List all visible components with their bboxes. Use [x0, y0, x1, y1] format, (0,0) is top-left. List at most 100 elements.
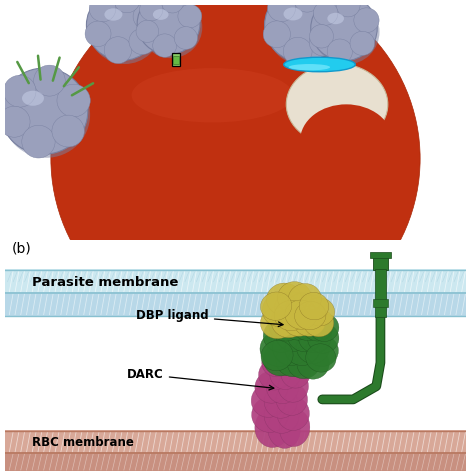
Bar — [172, 53, 180, 66]
Ellipse shape — [277, 397, 309, 430]
Circle shape — [114, 0, 140, 13]
Ellipse shape — [270, 357, 301, 390]
Ellipse shape — [262, 349, 292, 377]
Ellipse shape — [260, 292, 292, 320]
Ellipse shape — [279, 409, 310, 447]
Ellipse shape — [105, 8, 122, 21]
Ellipse shape — [302, 311, 333, 341]
Ellipse shape — [293, 306, 325, 336]
Ellipse shape — [308, 323, 339, 353]
Circle shape — [268, 0, 296, 22]
Ellipse shape — [251, 383, 286, 417]
Ellipse shape — [286, 64, 388, 145]
Bar — [5, 269, 466, 293]
Ellipse shape — [281, 308, 315, 340]
Circle shape — [314, 2, 342, 30]
Ellipse shape — [298, 321, 332, 353]
Ellipse shape — [283, 304, 316, 336]
Ellipse shape — [292, 309, 325, 341]
Bar — [375, 269, 385, 317]
Ellipse shape — [274, 300, 308, 331]
Ellipse shape — [306, 344, 336, 372]
Ellipse shape — [255, 408, 290, 447]
Circle shape — [133, 3, 161, 30]
Ellipse shape — [261, 341, 293, 371]
Circle shape — [161, 0, 184, 13]
Ellipse shape — [306, 335, 339, 366]
Ellipse shape — [255, 371, 288, 403]
Circle shape — [354, 8, 379, 32]
Circle shape — [313, 0, 380, 65]
Ellipse shape — [303, 309, 334, 337]
Circle shape — [327, 39, 352, 64]
Circle shape — [311, 0, 377, 61]
Circle shape — [51, 0, 420, 340]
Circle shape — [33, 65, 65, 96]
Ellipse shape — [153, 9, 169, 20]
Circle shape — [137, 0, 200, 55]
Ellipse shape — [260, 331, 299, 366]
Ellipse shape — [264, 398, 299, 433]
Circle shape — [89, 0, 116, 22]
Ellipse shape — [252, 397, 289, 432]
Circle shape — [309, 29, 337, 56]
Circle shape — [267, 0, 342, 66]
Circle shape — [85, 21, 111, 47]
Ellipse shape — [260, 307, 295, 339]
Circle shape — [129, 28, 155, 55]
Ellipse shape — [276, 383, 308, 415]
Ellipse shape — [299, 292, 329, 320]
Ellipse shape — [267, 371, 299, 404]
Ellipse shape — [267, 283, 301, 315]
Ellipse shape — [295, 295, 328, 325]
Ellipse shape — [268, 411, 300, 448]
Ellipse shape — [285, 332, 320, 365]
Bar — [5, 292, 466, 316]
Ellipse shape — [274, 292, 309, 325]
Circle shape — [52, 115, 84, 147]
Ellipse shape — [296, 332, 330, 364]
Circle shape — [0, 106, 30, 137]
Ellipse shape — [287, 319, 322, 352]
Bar — [373, 256, 388, 270]
Ellipse shape — [132, 68, 293, 122]
Circle shape — [313, 1, 338, 25]
Ellipse shape — [285, 300, 317, 329]
Ellipse shape — [272, 348, 302, 376]
Bar — [370, 252, 390, 258]
Circle shape — [336, 0, 360, 17]
Circle shape — [104, 37, 131, 64]
Ellipse shape — [300, 105, 392, 177]
Ellipse shape — [263, 342, 300, 376]
Ellipse shape — [285, 293, 319, 325]
Text: (b): (b) — [12, 241, 32, 255]
Bar — [373, 299, 388, 307]
Circle shape — [4, 75, 36, 107]
Text: RBC membrane: RBC membrane — [32, 436, 134, 449]
Text: DARC: DARC — [127, 368, 274, 390]
Ellipse shape — [276, 317, 311, 351]
Ellipse shape — [271, 305, 306, 338]
Circle shape — [153, 34, 177, 57]
Ellipse shape — [263, 318, 300, 352]
Circle shape — [139, 0, 202, 58]
Ellipse shape — [304, 298, 335, 326]
Text: DBP ligand: DBP ligand — [136, 309, 283, 326]
Ellipse shape — [327, 13, 344, 24]
Circle shape — [309, 24, 333, 48]
Circle shape — [22, 125, 55, 158]
Circle shape — [89, 0, 161, 64]
Ellipse shape — [284, 57, 355, 72]
Circle shape — [265, 0, 340, 62]
Ellipse shape — [284, 8, 302, 20]
Ellipse shape — [259, 359, 291, 390]
Circle shape — [2, 72, 90, 158]
Bar — [5, 452, 466, 471]
Ellipse shape — [276, 344, 311, 377]
Circle shape — [57, 84, 90, 117]
Ellipse shape — [309, 313, 339, 341]
Circle shape — [178, 4, 202, 28]
Circle shape — [284, 37, 312, 65]
Bar — [173, 56, 179, 64]
Ellipse shape — [295, 301, 326, 330]
